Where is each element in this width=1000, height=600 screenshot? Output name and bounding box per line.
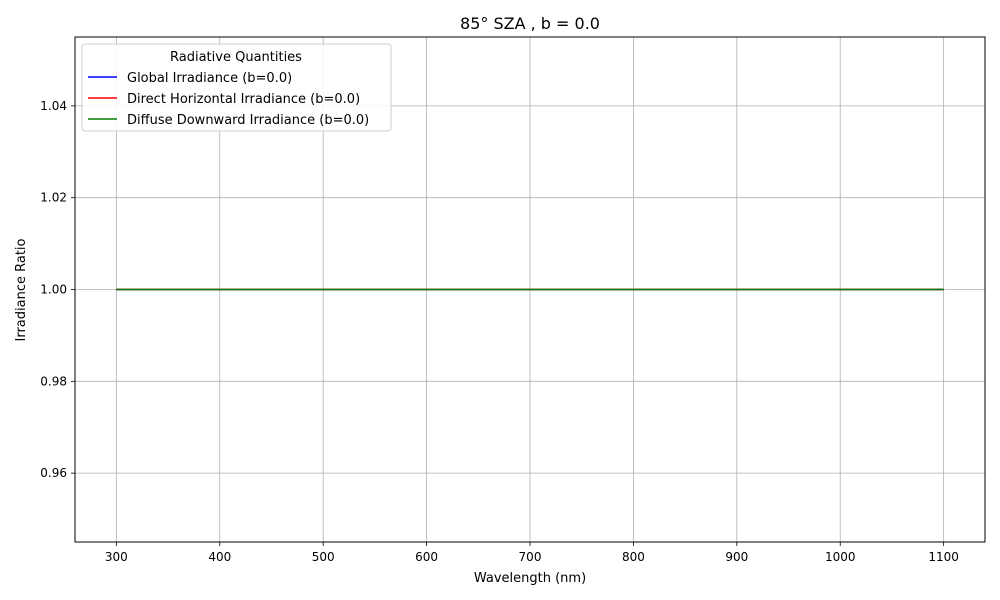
legend-label: Global Irradiance (b=0.0) (127, 71, 292, 86)
y-tick-label: 0.98 (40, 374, 67, 388)
y-axis-label: Irradiance Ratio (14, 238, 29, 341)
x-tick-label: 1000 (825, 550, 856, 564)
legend-label: Direct Horizontal Irradiance (b=0.0) (127, 92, 360, 107)
y-tick-label: 1.04 (40, 99, 67, 113)
legend-label: Diffuse Downward Irradiance (b=0.0) (127, 113, 369, 128)
x-tick-label: 600 (415, 550, 438, 564)
y-axis-ticks: 0.96 0.98 1.00 1.02 1.04 (40, 99, 75, 480)
x-tick-label: 900 (725, 550, 748, 564)
legend-entries: Global Irradiance (b=0.0) Direct Horizont… (88, 71, 369, 128)
x-tick-label: 300 (105, 550, 128, 564)
y-tick-label: 1.00 (40, 283, 67, 297)
x-axis-label: Wavelength (nm) (474, 571, 586, 586)
x-tick-label: 500 (312, 550, 335, 564)
legend-title: Radiative Quantities (170, 50, 302, 65)
legend: Radiative Quantities Global Irradiance (… (81, 43, 392, 132)
chart-title: 85° SZA , b = 0.0 (460, 14, 600, 33)
x-tick-label: 1100 (928, 550, 959, 564)
y-tick-label: 0.96 (40, 466, 67, 480)
y-tick-label: 1.02 (40, 191, 67, 205)
x-tick-label: 700 (519, 550, 542, 564)
x-tick-label: 400 (208, 550, 231, 564)
legend-box (81, 43, 392, 132)
x-tick-label: 800 (622, 550, 645, 564)
x-axis-ticks: 300 400 500 600 700 800 900 1000 1100 (105, 542, 959, 564)
